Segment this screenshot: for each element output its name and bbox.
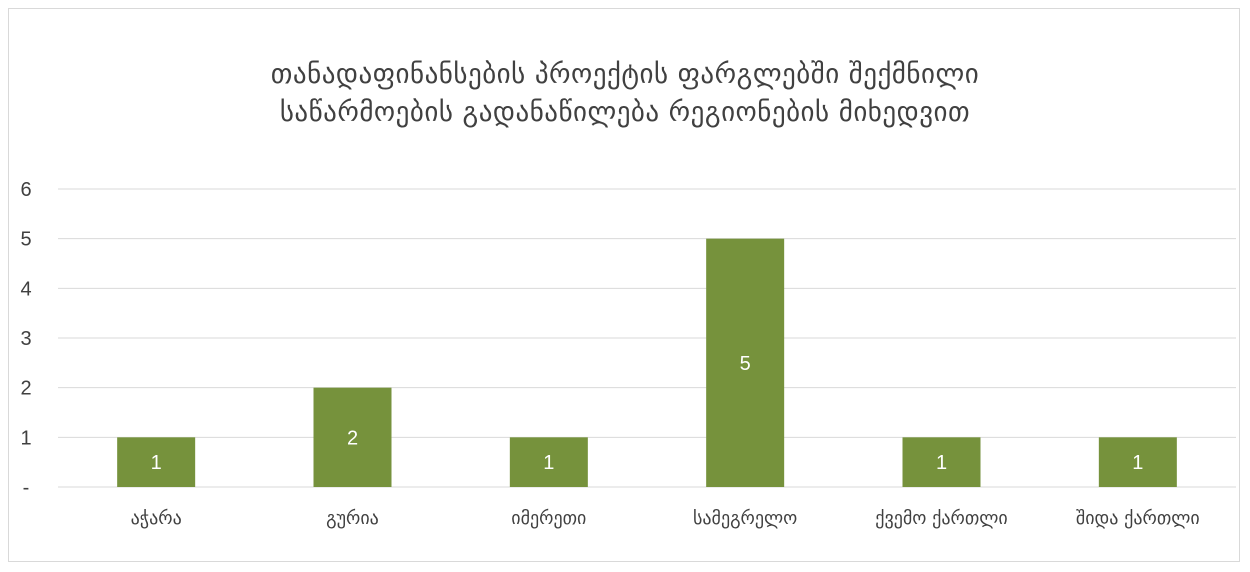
bar [1098,437,1177,487]
chart-title-line-1: თანადაფინანსების პროექტის ფარგლებში შექმ… [270,59,980,90]
y-tick-label: 3 [20,328,31,350]
data-label: 1 [936,452,947,474]
x-category-label: აჭარა [131,508,182,529]
y-tick-label: - [23,477,30,499]
y-tick-label: 2 [20,378,31,400]
x-category-label: ქვემო ქართლი [875,508,1007,529]
chart-title-line-2: საწარმოების გადანაწილება რეგიონების მიხე… [279,97,971,128]
chart-title: თანადაფინანსების პროექტის ფარგლებში შექმ… [0,56,1250,132]
x-category-label: შიდა ქართლი [1076,508,1200,529]
bar [902,437,981,487]
x-category-label: იმერეთი [511,508,586,529]
bar [117,437,196,487]
data-label: 1 [151,452,162,474]
y-tick-label: 6 [20,179,31,201]
data-label: 1 [543,452,554,474]
data-label: 1 [1132,452,1143,474]
bar [313,387,392,487]
y-tick-label: 5 [20,229,31,251]
chart-area [8,8,1240,562]
bar [509,437,588,487]
y-tick-label: 4 [20,278,31,300]
x-category-label: გურია [326,508,379,529]
bar [706,238,785,487]
data-label: 2 [347,427,358,449]
x-category-label: სამეგრელო [693,508,797,529]
y-tick-label: 1 [20,427,31,449]
data-label: 5 [740,353,751,375]
